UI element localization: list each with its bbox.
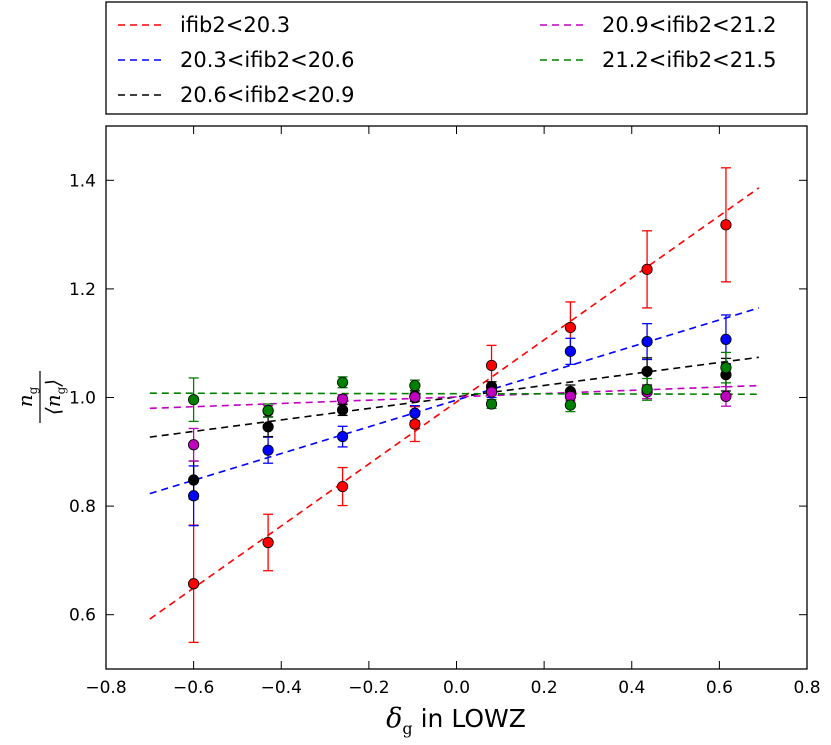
y-axis-label: ng ⟨ng⟩ (13, 371, 68, 423)
data-point (336, 393, 349, 405)
y-axis-denominator-symbol: ⟨n (41, 394, 65, 415)
legend: ifib2<20.3 20.3<ifib2<20.6 20.6<ifib2<20.9… (118, 13, 776, 107)
data-point (336, 376, 349, 388)
data-point (262, 536, 274, 549)
y-axis-numerator-symbol: n (13, 394, 37, 407)
x-tick-label: −0.2 (348, 678, 389, 698)
y-axis-denominator-close: ⟩ (41, 379, 65, 388)
x-axis-symbol-sub: g (402, 719, 412, 738)
x-axis-label-text: in LOWZ (421, 704, 526, 733)
legend-label: 21.2<ifib2<21.5 (602, 48, 776, 72)
data-point (720, 390, 732, 403)
fit-line (149, 384, 759, 410)
data-point (720, 362, 732, 374)
x-axis-label: δg in LOWZ (386, 703, 526, 738)
data-point (336, 404, 349, 416)
data-point (564, 399, 577, 411)
x-tick-label: 0.2 (531, 678, 558, 698)
x-tick-label: 0.4 (618, 678, 645, 698)
fit-line (149, 356, 759, 438)
data-point (336, 480, 349, 493)
axis-ticks: −0.8 −0.6 −0.4 −0.2 0.0 0.2 0.4 0.6 0.8 0.6 0.8 1.0… (69, 126, 821, 698)
y-axis-denominator-sub: g (54, 386, 68, 394)
y-tick-label: 0.8 (69, 497, 96, 517)
data-point (641, 263, 653, 275)
data-point (188, 439, 200, 451)
x-tick-label: 0.8 (793, 678, 820, 698)
data-points (188, 219, 732, 590)
y-axis-numerator: ng (13, 386, 40, 407)
data-point (336, 430, 349, 443)
legend-label: 20.3<ifib2<20.6 (180, 48, 354, 72)
data-point (641, 335, 653, 348)
y-axis-denominator: ⟨ng⟩ (41, 379, 68, 415)
data-point (485, 359, 498, 372)
y-tick-label: 0.6 (69, 606, 96, 626)
x-tick-label: −0.6 (173, 678, 214, 698)
data-point (188, 474, 200, 486)
x-tick-label: 0.6 (706, 678, 733, 698)
data-point (409, 379, 421, 392)
x-tick-label: 0.0 (443, 678, 470, 698)
data-point (720, 333, 732, 345)
data-point (641, 383, 653, 395)
data-point (188, 394, 200, 406)
data-point (409, 418, 421, 430)
legend-label: ifib2<20.3 (180, 13, 290, 37)
fit-line (149, 307, 760, 495)
legend-label: 20.6<ifib2<20.9 (180, 83, 354, 107)
data-point (262, 444, 274, 456)
x-axis-symbol: δ (386, 703, 402, 734)
data-point (485, 398, 498, 410)
fit-line (149, 392, 759, 396)
fit-line (149, 187, 760, 620)
x-tick-label: −0.4 (261, 678, 302, 698)
legend-frame (105, 1, 808, 115)
y-tick-label: 1.0 (69, 389, 96, 409)
fit-lines (149, 187, 760, 620)
data-point (485, 386, 498, 398)
data-point (262, 421, 274, 433)
data-point (409, 391, 421, 403)
data-point (564, 321, 577, 334)
data-point (188, 490, 200, 502)
x-tick-label: −0.8 (85, 678, 126, 698)
data-point (409, 407, 421, 419)
y-axis-numerator-sub: g (26, 386, 40, 394)
data-point (720, 219, 732, 231)
legend-label: 20.9<ifib2<21.2 (602, 13, 776, 37)
data-point (188, 578, 200, 590)
data-point (262, 404, 274, 417)
y-tick-label: 1.2 (69, 280, 96, 300)
y-tick-label: 1.4 (69, 171, 96, 191)
data-point (641, 365, 653, 378)
data-point (564, 345, 577, 357)
